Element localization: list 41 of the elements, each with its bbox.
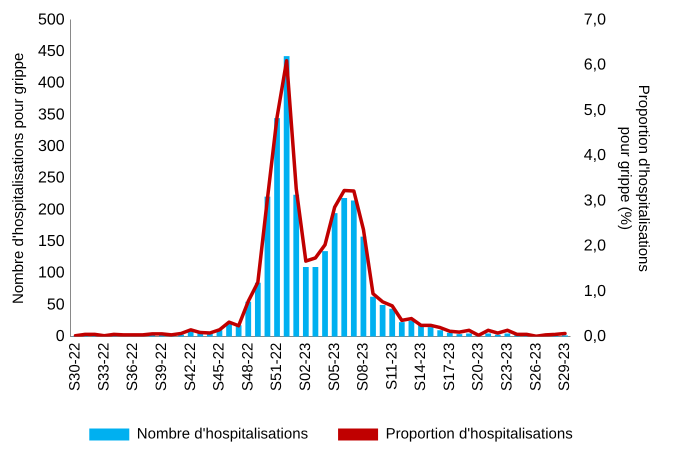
legend-label: Proportion d'hospitalisations [386, 426, 573, 443]
x-tick-label: S45-22 [210, 342, 228, 392]
y2-axis-title: Proportion d'hospitalisations pour grippe (%) [616, 84, 652, 272]
y-tick-label: 50 [46, 296, 65, 314]
x-tick-label: S33-22 [95, 342, 112, 392]
y-tick-label: 300 [38, 138, 65, 156]
legend-label: Nombre d'hospitalisations [136, 426, 308, 443]
y-tick-label: 500 [38, 11, 65, 28]
y-tick-label: 0 [56, 328, 65, 346]
x-tick-label: S23-23 [498, 342, 516, 392]
y2-tick-label: 0,0 [584, 328, 606, 346]
x-tick-label: S20-23 [470, 342, 487, 392]
x-tick-label: S08-23 [354, 342, 372, 392]
y-tick-label: 450 [38, 43, 65, 60]
x-tick-label: S29-23 [556, 342, 574, 392]
y2-tick-label: 3,0 [584, 192, 606, 210]
x-tick-label: S51-22 [268, 342, 286, 392]
y2-tick-label: 4,0 [584, 147, 606, 164]
x-tick-label: S39-22 [153, 342, 170, 392]
x-tick-label: S42-22 [182, 342, 199, 392]
x-tick-label: S14-23 [412, 342, 430, 392]
x-tick-label: S26-23 [527, 342, 544, 392]
y2-tick-label: 2,0 [584, 238, 606, 255]
x-tick-label: S36-22 [124, 342, 142, 392]
x-tick-label: S17-23 [440, 342, 458, 392]
x-tick-label: S02-23 [296, 342, 314, 392]
y2-tick-label: 7,0 [584, 11, 606, 28]
y-tick-label: 400 [38, 74, 65, 92]
y-tick-label: 150 [38, 233, 65, 250]
x-tick-label: S05-23 [326, 342, 343, 392]
y2-tick-label: 6,0 [584, 56, 606, 74]
y-axis-title: Nombre d'hospitalisations pour grippe [10, 52, 28, 304]
y2-tick-label: 5,0 [584, 102, 606, 119]
x-tick-label: S11-23 [383, 342, 400, 390]
y2-tick-label: 1,0 [584, 282, 606, 300]
y-tick-label: 250 [38, 170, 65, 187]
y-tick-label: 100 [38, 264, 65, 282]
y-tick-label: 200 [38, 201, 65, 218]
y-tick-label: 350 [38, 106, 65, 124]
x-tick-label: S48-22 [239, 342, 256, 392]
x-tick-label: S30-22 [66, 342, 84, 392]
